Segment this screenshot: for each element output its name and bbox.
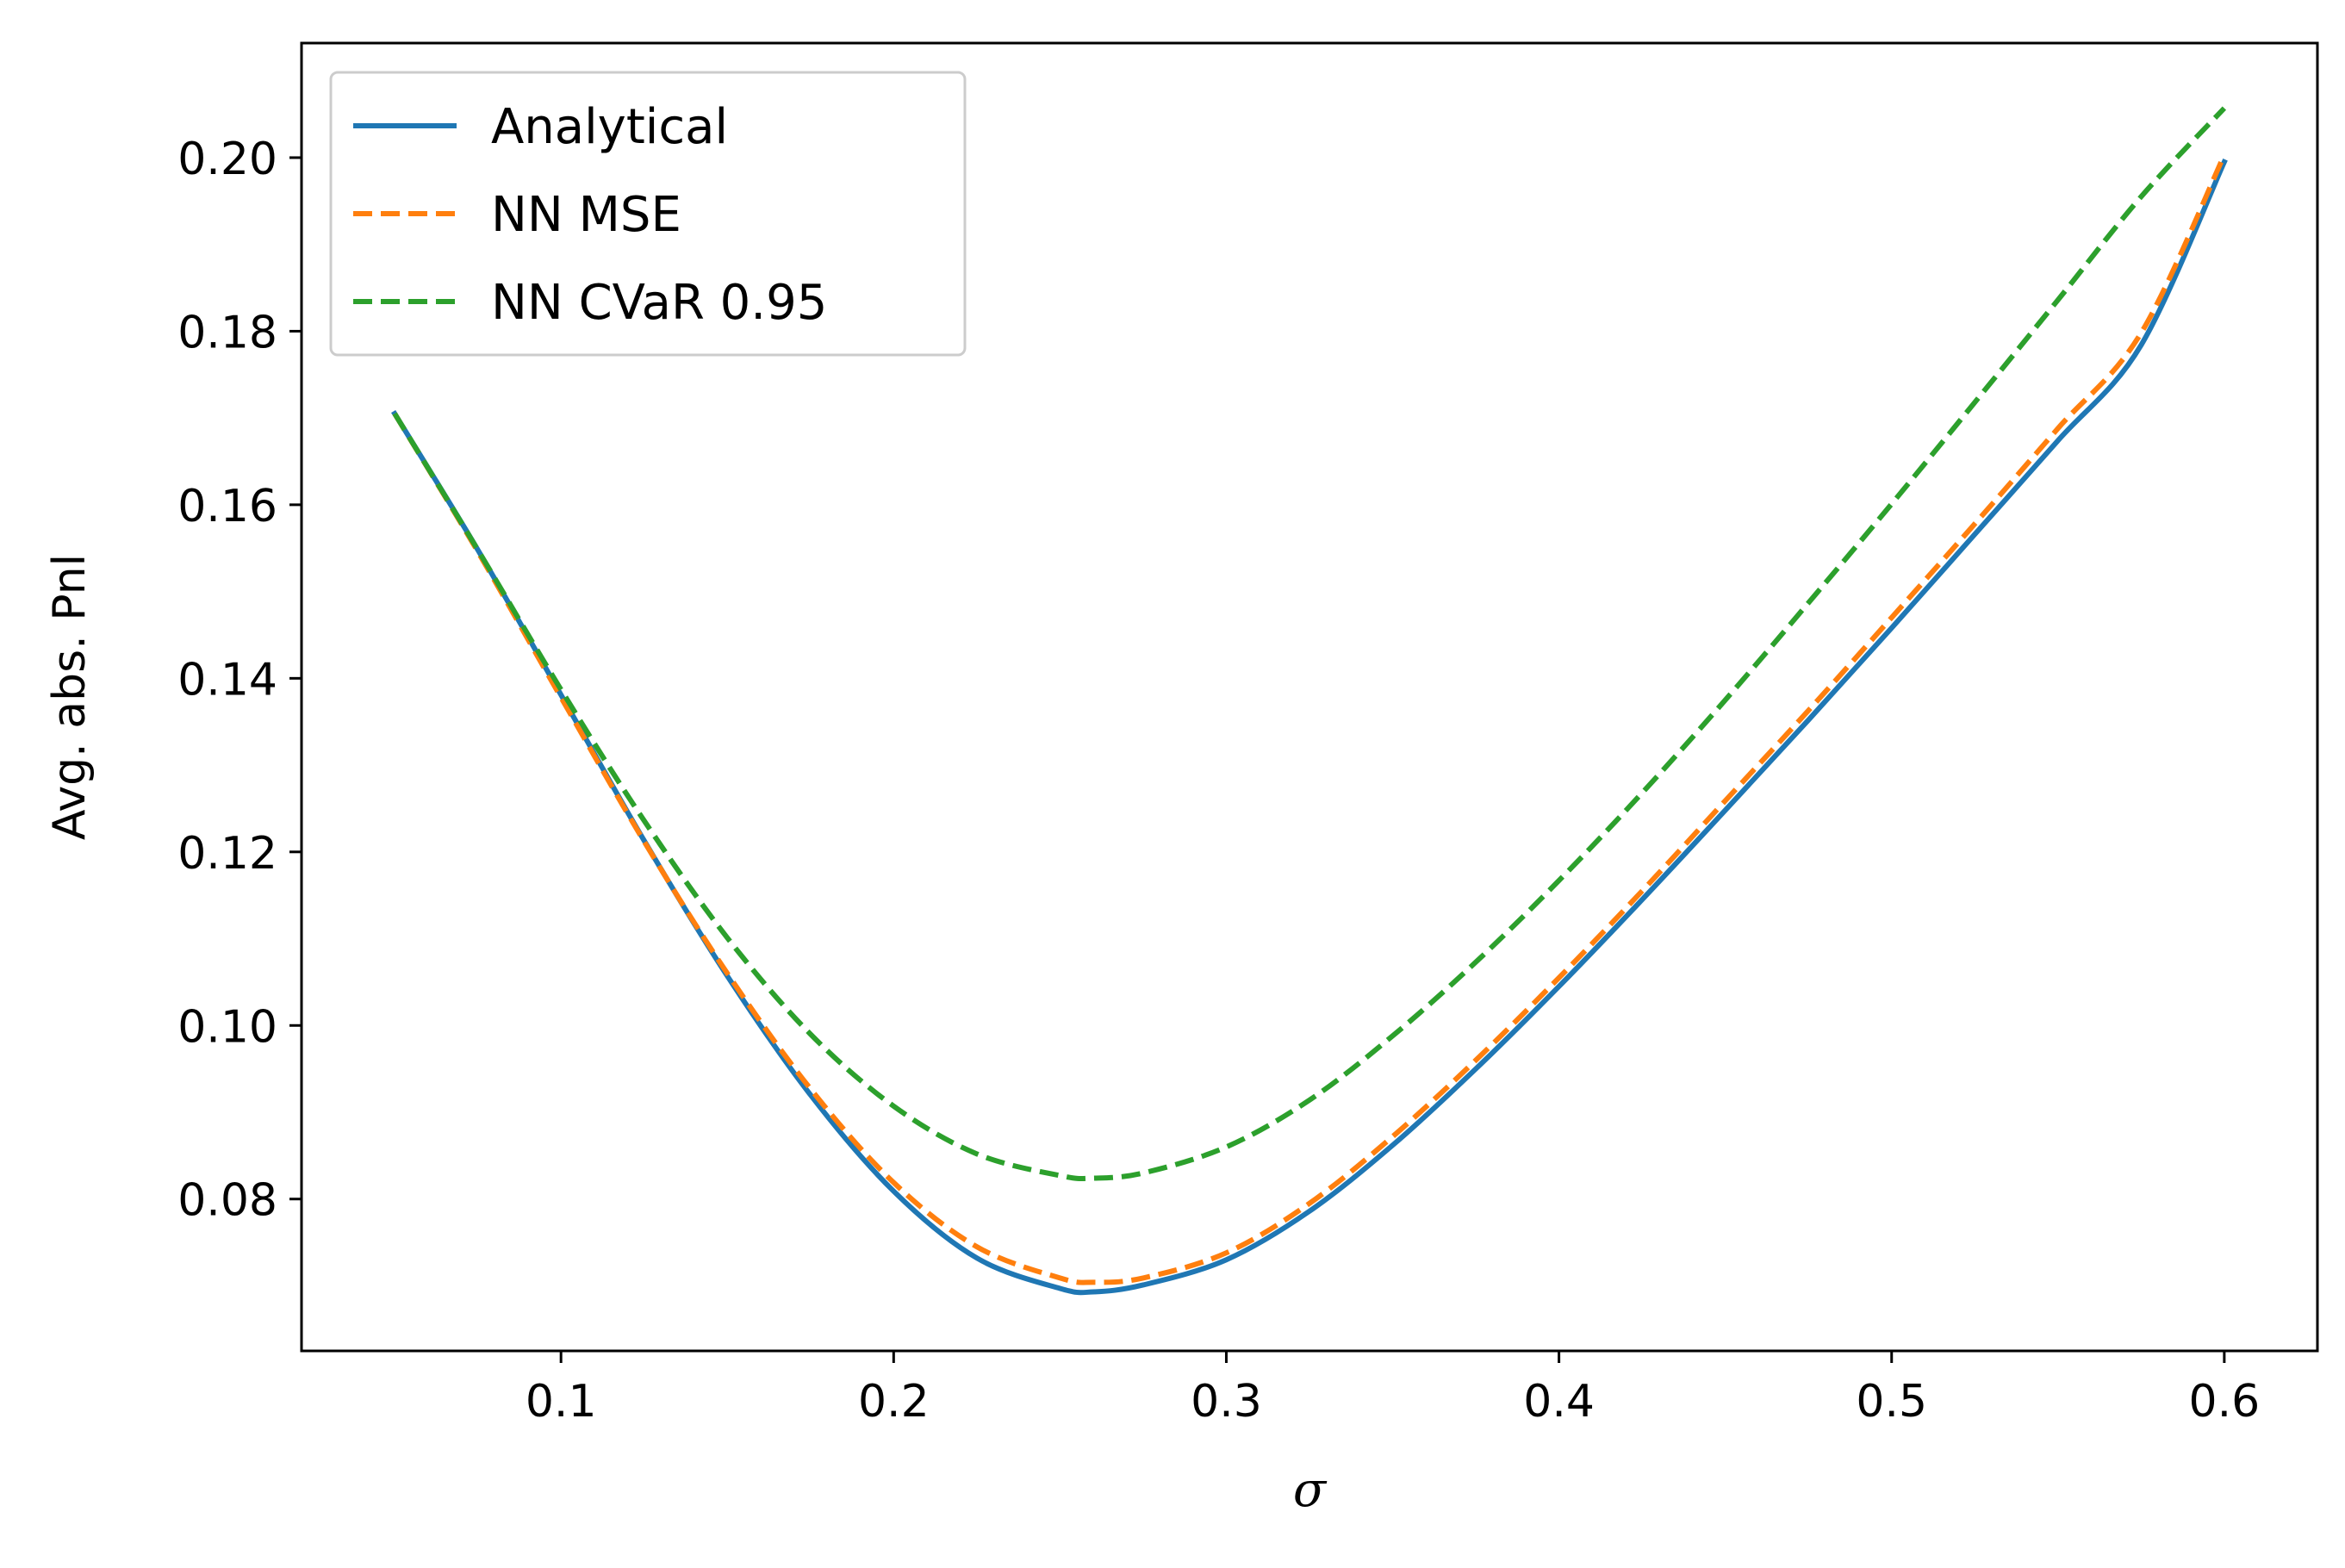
plot-frame	[300, 41, 2319, 1353]
x-tick-label: 0.3	[1191, 1376, 1262, 1428]
x-tick-label: 0.2	[858, 1376, 930, 1428]
legend-item: NN CVaR 0.95	[353, 275, 827, 331]
legend-label: Analytical	[491, 99, 728, 155]
x-tick-label: 0.1	[526, 1376, 597, 1428]
x-tick-label: 0.5	[1856, 1376, 1927, 1428]
legend-item: Analytical	[353, 99, 728, 155]
y-tick-label: 0.12	[177, 828, 277, 880]
legend-box	[329, 71, 967, 357]
y-axis-label: Avg. abs. Pnl	[44, 554, 96, 840]
x-tick-label: 0.4	[1523, 1376, 1595, 1428]
y-tick-label: 0.18	[177, 307, 277, 358]
legend-item: NN MSE	[353, 187, 681, 243]
legend: Analytical NN MSE NN CVaR 0.95	[329, 71, 967, 357]
axes-layer: 0.1 0.2 0.3 0.4 0.5 0.6 0.08 0.10 0.12 0.14 0.16 0.…	[44, 41, 2319, 1518]
legend-label: NN CVaR 0.95	[491, 275, 827, 331]
series-line-3	[392, 106, 2227, 1182]
x-tick-label: 0.6	[2189, 1376, 2261, 1428]
series-line-2	[392, 153, 2227, 1285]
legend-label: NN MSE	[491, 187, 681, 243]
series-layer	[390, 106, 2228, 1296]
y-tick-label: 0.20	[177, 134, 277, 185]
y-tick-label: 0.16	[177, 481, 277, 532]
y-tick-label: 0.10	[177, 1001, 277, 1053]
y-tick-label: 0.08	[177, 1175, 277, 1227]
y-tick-label: 0.14	[177, 654, 277, 706]
x-axis-label: σ	[1293, 1462, 1328, 1518]
